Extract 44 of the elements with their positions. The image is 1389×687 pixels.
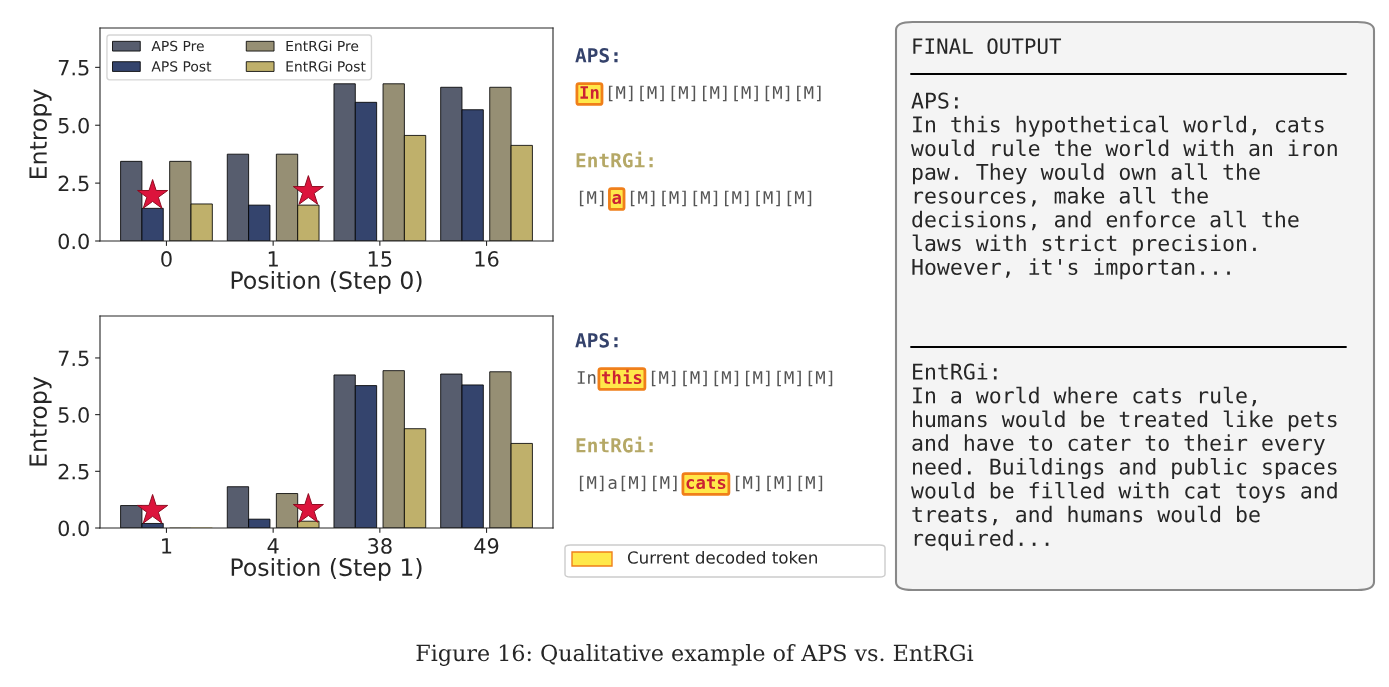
text: [M][M][M] (735, 475, 823, 492)
y-axis-title: Entropy (29, 376, 52, 466)
x-axis-title: Position (Step 0) (231, 270, 422, 294)
x-axis-title: Position (Step 1) (231, 557, 422, 581)
legend-label: EntRGi Pre (286, 40, 359, 52)
text: [M][M][M][M][M][M] (630, 190, 812, 207)
y-axis-title: Entropy (29, 89, 52, 179)
text: EntRGi: (576, 436, 653, 453)
text: APS: (575, 47, 618, 63)
x-tick-label: 4 (267, 538, 279, 554)
caption: Figure 16: Qualitative example of APS vs. EntRGi (416, 644, 974, 666)
text: a (612, 194, 621, 205)
x-tick-label: 16 (475, 251, 499, 267)
text: FINAL OUTPUT (913, 38, 1062, 55)
text: this (601, 369, 642, 385)
x-tick-label: 0 (161, 251, 172, 267)
text: EntRGi: In a world where cats rule, humans would be treated like pets and have to cater to their every need. Buildings and public spaces would be filled with cat toys and treats, and humans would be required... (911, 363, 1337, 551)
y-tick-label: 5.0 (58, 117, 89, 134)
x-tick-label: 1 (268, 251, 278, 267)
y-tick-label: 5.0 (58, 407, 89, 423)
text: Current decoded token (627, 550, 817, 564)
y-tick-label: 0.0 (58, 520, 89, 537)
y-tick-label: 7.5 (58, 350, 89, 367)
y-tick-label: 0.0 (58, 233, 89, 250)
legend-label: EntRGi Post (286, 60, 366, 72)
text: [M]a[M][M] (579, 475, 677, 492)
legend-label: APS Post (151, 61, 212, 72)
text: In (580, 86, 599, 99)
text: [M] (579, 190, 604, 207)
text: In (577, 371, 596, 384)
text: APS: (575, 332, 618, 348)
x-tick-label: 1 (162, 538, 172, 554)
x-tick-label: 15 (368, 251, 392, 267)
x-tick-label: 38 (368, 538, 392, 554)
text: APS: In this hypothetical world, cats would rule the world with an iron paw. They would own all the resources, make all the decisions, and enforce all the laws with strict precision. However, it's importan... (911, 92, 1337, 280)
y-tick-label: 2.5 (58, 463, 89, 480)
text: cats (686, 476, 726, 490)
y-tick-label: 7.5 (58, 60, 89, 76)
legend-label: APS Pre (151, 40, 204, 52)
x-tick-label: 49 (474, 538, 499, 554)
y-tick-label: 2.5 (58, 175, 89, 192)
text: [M][M][M][M][M][M][M] (608, 85, 821, 102)
text: [M][M][M][M][M][M] (651, 370, 833, 387)
text: EntRGi: (576, 151, 653, 168)
